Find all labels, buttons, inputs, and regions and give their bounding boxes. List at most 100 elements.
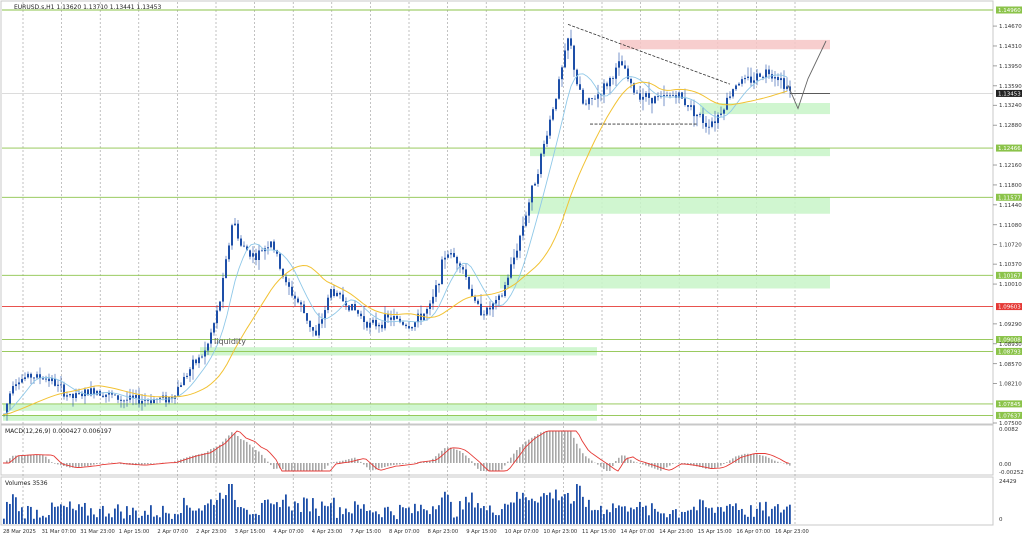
- volume-bar: [687, 511, 689, 524]
- candle-body: [330, 289, 332, 298]
- macd-histogram-bar: [672, 463, 674, 464]
- candle-body: [243, 246, 245, 247]
- candle-body: [210, 333, 212, 344]
- candle-body: [672, 95, 674, 96]
- candle-body: [768, 70, 770, 75]
- macd-histogram-bar: [669, 463, 671, 466]
- candle-body: [510, 264, 512, 277]
- time-tick-label: 4 Apr 23:00: [312, 529, 343, 535]
- volume-bar: [291, 510, 293, 524]
- volume-bar: [441, 498, 443, 524]
- volume-bar: [612, 503, 614, 524]
- volume-bar: [501, 509, 503, 524]
- macd-histogram-bar: [258, 451, 260, 463]
- candle-body: [759, 73, 761, 76]
- volume-bar: [519, 499, 521, 524]
- macd-histogram-bar: [81, 463, 83, 467]
- volume-bar: [735, 503, 737, 524]
- volume-bar: [789, 505, 791, 524]
- macd-histogram-bar: [603, 463, 605, 469]
- candle-body: [72, 394, 74, 398]
- volume-bar: [6, 502, 8, 524]
- volume-bar: [570, 504, 572, 524]
- candle-body: [339, 293, 341, 295]
- volume-bar: [432, 506, 434, 524]
- volume-bar: [750, 505, 752, 524]
- candle-body: [618, 61, 620, 67]
- volume-bar: [309, 511, 311, 524]
- volume-bar: [351, 513, 353, 524]
- volume-bar: [774, 506, 776, 524]
- macd-histogram-bar: [579, 448, 581, 463]
- candle-body: [630, 79, 632, 83]
- candle-body: [750, 77, 752, 83]
- candle-body: [222, 278, 224, 302]
- volume-bar: [561, 497, 563, 524]
- macd-histogram-bar: [465, 456, 467, 463]
- candle-body: [744, 78, 746, 79]
- candle-body: [102, 396, 104, 397]
- volume-bar: [606, 510, 608, 524]
- volume-bar: [663, 513, 665, 524]
- volume-bar: [297, 503, 299, 524]
- candle-body: [240, 239, 242, 246]
- price-tick-label: 1.11800: [999, 183, 1022, 189]
- volume-bar: [213, 505, 215, 524]
- volume-bar: [69, 501, 71, 524]
- volume-bar: [453, 518, 455, 524]
- candle-body: [735, 85, 737, 89]
- macd-histogram-bar: [765, 456, 767, 463]
- macd-histogram-bar: [567, 431, 569, 463]
- volume-bar: [90, 508, 92, 524]
- macd-histogram-bar: [318, 463, 320, 471]
- volume-bar: [159, 517, 161, 524]
- price-tick-label: 1.11440: [999, 203, 1022, 209]
- macd-histogram-bar: [240, 439, 242, 463]
- volume-bar: [507, 505, 509, 524]
- volume-bar: [384, 508, 386, 524]
- candle-body: [705, 123, 707, 127]
- volume-bar: [33, 519, 35, 524]
- candle-body: [405, 325, 407, 326]
- macd-histogram-bar: [243, 440, 245, 463]
- candle-body: [561, 67, 563, 79]
- macd-histogram-bar: [495, 463, 497, 471]
- macd-histogram-bar: [36, 455, 38, 463]
- volume-bar: [27, 506, 29, 524]
- volume-bar: [591, 510, 593, 524]
- volume-bar: [597, 510, 599, 524]
- volume-bar: [219, 493, 221, 524]
- volume-bar: [711, 508, 713, 524]
- candle-body: [552, 109, 554, 119]
- macd-histogram-bar: [396, 463, 398, 465]
- volume-bar: [516, 492, 518, 524]
- volume-bar: [444, 492, 446, 524]
- candle-body: [432, 297, 434, 304]
- candle-body: [786, 86, 788, 89]
- candle-body: [336, 293, 338, 296]
- macd-histogram-bar: [468, 458, 470, 463]
- macd-histogram-bar: [534, 436, 536, 463]
- candle-body: [642, 97, 644, 100]
- candle-body: [579, 84, 581, 90]
- candle-body: [372, 320, 374, 323]
- macd-histogram-bar: [510, 458, 512, 463]
- candle-body: [570, 38, 572, 45]
- candle-body: [237, 224, 239, 239]
- price-tick-label: 1.10720: [999, 243, 1022, 249]
- volume-bar: [36, 510, 38, 524]
- candle-body: [414, 322, 416, 327]
- demand-zone: [500, 275, 830, 288]
- volume-bar: [285, 494, 287, 524]
- volume-bar: [57, 506, 59, 524]
- volume-bar: [108, 514, 110, 524]
- candle-body: [585, 104, 587, 105]
- volume-bar: [504, 504, 506, 524]
- volume-bar: [45, 517, 47, 524]
- macd-histogram-bar: [744, 454, 746, 463]
- macd-histogram-bar: [768, 458, 770, 463]
- macd-histogram-bar: [285, 463, 287, 471]
- volume-bar: [636, 507, 638, 524]
- candle-body: [75, 393, 77, 398]
